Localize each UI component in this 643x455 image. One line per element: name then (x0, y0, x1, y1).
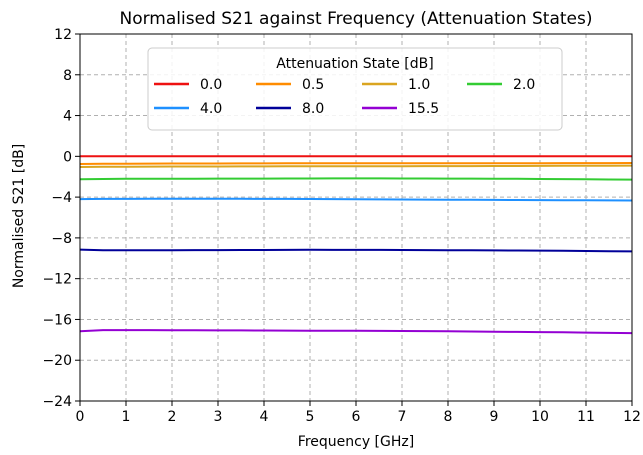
x-tick-label: 9 (490, 409, 499, 425)
legend-label-15.5: 15.5 (408, 101, 439, 117)
legend-title: Attenuation State [dB] (276, 56, 433, 72)
y-tick-label: −12 (42, 272, 72, 288)
series-line-1.0 (79, 164, 633, 168)
chart-title: Normalised S21 against Frequency (Attenu… (119, 9, 592, 29)
y-tick-label: −20 (42, 353, 72, 369)
series-line-2.0 (79, 177, 633, 181)
x-tick-label: 10 (531, 409, 549, 425)
x-tick-label: 3 (214, 409, 223, 425)
x-tick-label: 7 (398, 409, 407, 425)
y-tick-label: −8 (51, 231, 72, 247)
x-tick-label: 12 (623, 409, 641, 425)
y-tick-label: 12 (54, 27, 72, 43)
x-tick-label: 1 (122, 409, 131, 425)
series-line-4.0 (79, 197, 633, 202)
y-tick-label: −4 (51, 190, 72, 206)
y-tick-label: −16 (42, 312, 72, 328)
legend-label-0.5: 0.5 (302, 77, 324, 93)
legend: Attenuation State [dB] 0.0 0.5 1.0 2.0 4.0 8.0… (147, 47, 563, 131)
legend-label-4.0: 4.0 (200, 101, 222, 117)
x-tick-label: 4 (260, 409, 269, 425)
x-tick-label: 8 (444, 409, 453, 425)
y-tick-label: −24 (42, 394, 72, 410)
x-tick-label: 11 (577, 409, 595, 425)
y-axis-title: Normalised S21 [dB] (11, 144, 27, 288)
x-tick-label: 5 (306, 409, 315, 425)
x-tick-label: 6 (352, 409, 361, 425)
y-tick-label: 4 (63, 109, 72, 125)
series-line-8.0 (79, 248, 633, 253)
legend-label-2.0: 2.0 (513, 77, 535, 93)
x-axis-title: Frequency [GHz] (298, 434, 414, 450)
y-tick-label: 0 (63, 149, 72, 165)
series-line-15.5 (79, 329, 633, 335)
legend-label-1.0: 1.0 (408, 77, 430, 93)
legend-box (147, 47, 563, 131)
series-line-0.5 (79, 162, 633, 165)
legend-label-0.0: 0.0 (200, 77, 222, 93)
legend-label-8.0: 8.0 (302, 101, 324, 117)
x-tick-label: 0 (76, 409, 85, 425)
y-tick-label: 8 (63, 68, 72, 84)
x-tick-label: 2 (168, 409, 177, 425)
